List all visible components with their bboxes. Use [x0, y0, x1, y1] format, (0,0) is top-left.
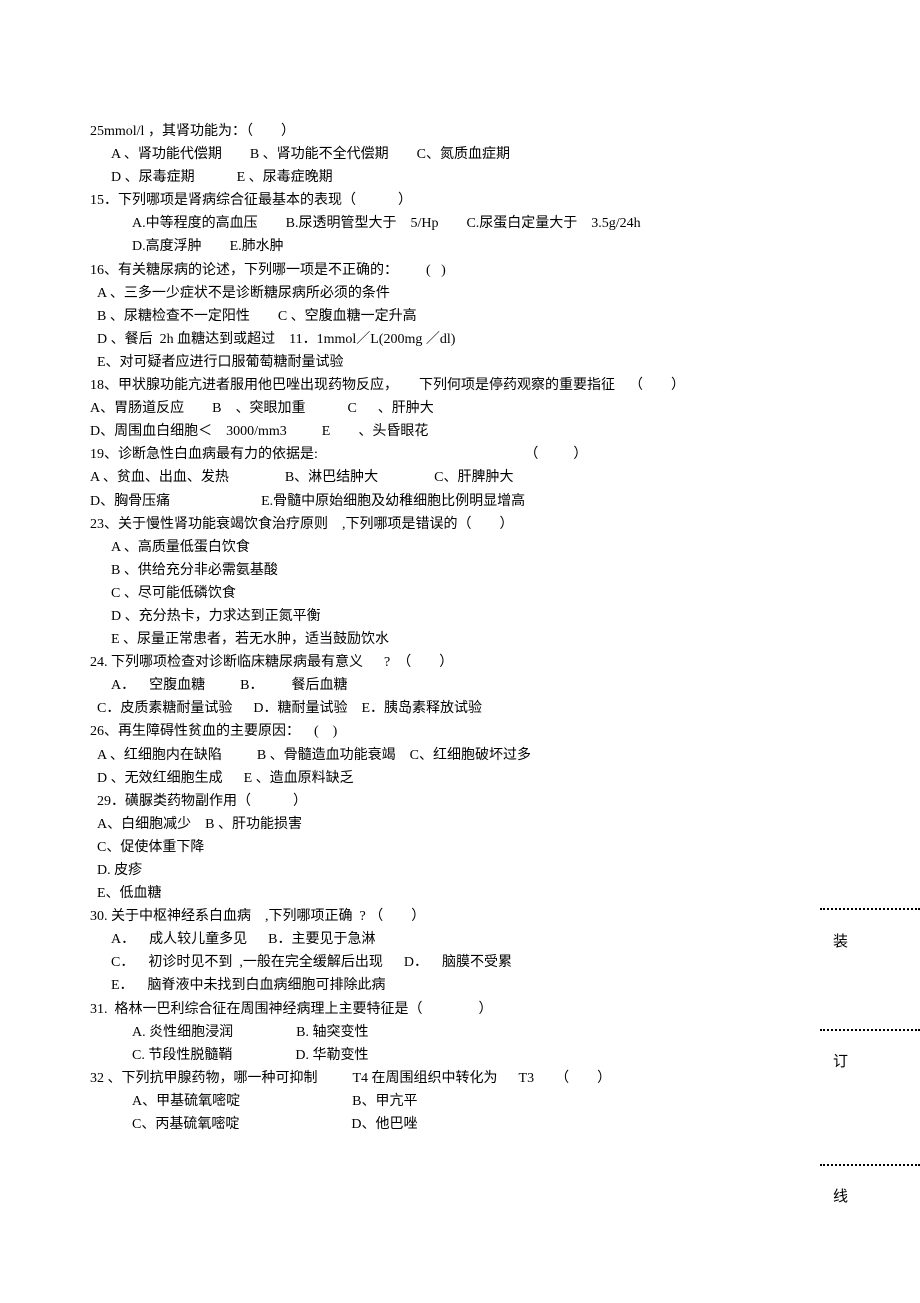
text-line: A 、高质量低蛋白饮食 [90, 536, 830, 559]
text-line: 19、诊断急性白血病最有力的依据是: （ ） [90, 443, 830, 466]
text-line: A、胃肠道反应 B 、突眼加重 C 、肝肿大 [90, 397, 830, 420]
text-line: B 、供给充分非必需氨基酸 [90, 559, 830, 582]
text-line: 31. 格林一巴利综合征在周围神经病理上主要特征是（ ） [90, 998, 830, 1021]
text-line: E 、尿量正常患者，若无水肿，适当鼓励饮水 [90, 628, 830, 651]
text-line: E． 脑脊液中未找到白血病细胞可排除此病 [90, 974, 830, 997]
text-line: 25mmol/l ，其肾功能为：（ ） [90, 120, 830, 143]
text-line: C 、尽可能低磷饮食 [90, 582, 830, 605]
text-line: 15．下列哪项是肾病综合征最基本的表现（ ） [90, 189, 830, 212]
text-line: E、对可疑者应进行口服葡萄糖耐量试验 [90, 351, 830, 374]
text-line: A． 空腹血糖 B． 餐后血糖 [90, 674, 830, 697]
text-line: 26、再生障碍性贫血的主要原因： ( ) [90, 720, 830, 743]
binding-dots-2 [820, 1029, 920, 1031]
text-line: A． 成人较儿童多见 B．主要见于急淋 [90, 928, 830, 951]
text-line: D 、充分热卡，力求达到正氮平衡 [90, 605, 830, 628]
text-line: D.高度浮肿 E.肺水肿 [90, 235, 830, 258]
text-line: E、低血糖 [90, 882, 830, 905]
text-line: D、胸骨压痛 E.骨髓中原始细胞及幼稚细胞比例明显增高 [90, 490, 830, 513]
binding-dots-3 [820, 1164, 920, 1166]
binding-char-xian: 线 [833, 1185, 848, 1206]
binding-char-zhuang: 装 [833, 930, 848, 951]
text-line: D. 皮疹 [90, 859, 830, 882]
binding-dots-1 [820, 908, 920, 910]
text-line: 32 、下列抗甲腺药物，哪一种可抑制 T4 在周围组织中转化为 T3 （ ） [90, 1067, 830, 1090]
document-page: 25mmol/l ，其肾功能为：（ ）A 、肾功能代偿期 B 、肾功能不全代偿期… [0, 0, 920, 1196]
text-line: D 、无效红细胞生成 E 、造血原料缺乏 [90, 767, 830, 790]
text-line: A、白细胞减少 B 、肝功能损害 [90, 813, 830, 836]
text-line: A 、三多一少症状不是诊断糖尿病所必须的条件 [90, 282, 830, 305]
text-line: D 、尿毒症期 E 、尿毒症晚期 [90, 166, 830, 189]
text-line: 30. 关于中枢神经系白血病 ,下列哪项正确 ? （ ） [90, 905, 830, 928]
binding-char-ding: 订 [833, 1050, 848, 1071]
text-line: 24. 下列哪项检查对诊断临床糖尿病最有意义 ? （ ） [90, 651, 830, 674]
text-line: C. 节段性脱髓鞘 D. 华勒变性 [90, 1044, 830, 1067]
text-line: D 、餐后 2h 血糖达到或超过 11．1mmol／L(200mg ／dl) [90, 328, 830, 351]
text-line: A 、贫血、出血、发热 B、淋巴结肿大 C、肝脾肿大 [90, 466, 830, 489]
text-line: A. 炎性细胞浸润 B. 轴突变性 [90, 1021, 830, 1044]
text-line: C．皮质素糖耐量试验 D．糖耐量试验 E．胰岛素释放试验 [90, 697, 830, 720]
text-line: 23、关于慢性肾功能衰竭饮食治疗原则 ,下列哪项是错误的（ ） [90, 513, 830, 536]
text-line: C、丙基硫氧嘧啶 D、他巴唑 [90, 1113, 830, 1136]
text-line: A 、红细胞内在缺陷 B 、骨髓造血功能衰竭 C、红细胞破坏过多 [90, 744, 830, 767]
text-line: A 、肾功能代偿期 B 、肾功能不全代偿期 C、氮质血症期 [90, 143, 830, 166]
text-line: 18、甲状腺功能亢进者服用他巴唑出现药物反应， 下列何项是停药观察的重要指征 （… [90, 374, 830, 397]
text-line: 29．磺脲类药物副作用（ ） [90, 790, 830, 813]
text-line: 16、有关糖尿病的论述，下列哪一项是不正确的： ( ) [90, 259, 830, 282]
text-line: C、促使体重下降 [90, 836, 830, 859]
text-line: A、甲基硫氧嘧啶 B、甲亢平 [90, 1090, 830, 1113]
text-line: D、周围血白细胞＜ 3000/mm3 E 、头昏眼花 [90, 420, 830, 443]
text-line: C． 初诊时见不到 ,一般在完全缓解后出现 D． 脑膜不受累 [90, 951, 830, 974]
text-line: B 、尿糖检查不一定阳性 C 、空腹血糖一定升高 [90, 305, 830, 328]
text-line: A.中等程度的高血压 B.尿透明管型大于 5/Hp C.尿蛋白定量大于 3.5g… [90, 212, 830, 235]
